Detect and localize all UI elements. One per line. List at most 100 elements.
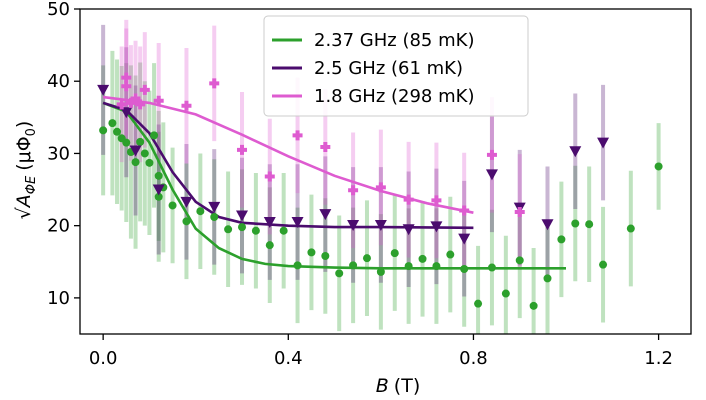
data-point <box>121 72 132 83</box>
data-point <box>122 138 131 147</box>
data-point <box>485 169 498 181</box>
data-point <box>514 206 525 217</box>
y-tick-label: 30 <box>47 143 70 164</box>
data-point <box>626 224 635 233</box>
legend-label-3: 1.8 GHz (298 mK) <box>314 86 474 107</box>
data-point <box>130 93 141 104</box>
data-point <box>154 192 163 201</box>
data-point <box>139 84 150 95</box>
data-point <box>135 99 146 110</box>
data-point <box>140 149 149 158</box>
data-point <box>209 78 220 89</box>
data-point <box>459 205 470 216</box>
data-point <box>458 233 471 245</box>
data-point <box>390 249 399 258</box>
data-point <box>125 97 136 108</box>
data-point <box>116 99 127 110</box>
fit-curve <box>102 101 474 230</box>
data-point <box>418 254 427 263</box>
data-point <box>543 274 552 283</box>
data-point <box>460 265 469 273</box>
data-point <box>541 219 554 231</box>
legend-label-2: 2.5 GHz (61 mK) <box>314 58 463 79</box>
data-point <box>320 141 331 152</box>
data-point <box>131 158 140 167</box>
x-axis-label: B (T) <box>376 375 420 397</box>
y-tick-label: 40 <box>47 71 70 92</box>
data-point <box>153 95 164 106</box>
data-point <box>375 182 386 193</box>
data-point <box>348 185 359 196</box>
data-point <box>97 84 110 96</box>
data-point <box>251 226 260 235</box>
plot-frame <box>79 8 692 335</box>
data-point <box>180 196 193 208</box>
y-axis-label: √AΦE(μΦ0) <box>13 121 39 220</box>
data-point <box>108 119 117 128</box>
x-tick-label: 0.0 <box>89 348 118 369</box>
data-point <box>145 158 154 167</box>
data-point <box>196 207 205 216</box>
data-point <box>168 201 177 210</box>
data-point <box>182 217 191 226</box>
data-point <box>515 256 524 265</box>
data-point <box>585 220 594 229</box>
data-point <box>129 145 142 157</box>
data-point <box>501 289 510 298</box>
x-axis-ticks: 0.0 0.4 0.8 1.2 <box>89 334 673 369</box>
data-point <box>154 171 163 180</box>
data-point <box>446 250 455 259</box>
data-point <box>362 254 371 263</box>
data-point <box>487 263 496 272</box>
legend-box <box>263 15 529 117</box>
data-point <box>237 144 248 155</box>
x-tick-label: 0.4 <box>274 348 303 369</box>
data-markers <box>97 72 663 310</box>
data-point <box>113 127 122 136</box>
x-tick-label: 1.2 <box>644 348 673 369</box>
data-point <box>99 126 108 135</box>
y-tick-label: 20 <box>47 216 70 237</box>
data-point <box>136 137 145 146</box>
data-point <box>263 217 276 229</box>
data-point <box>181 100 192 111</box>
data-point <box>432 262 441 271</box>
data-point <box>293 261 302 270</box>
data-point <box>486 149 497 160</box>
data-point <box>557 235 566 244</box>
data-point <box>374 219 387 231</box>
data-point <box>150 131 159 140</box>
data-point <box>403 194 414 205</box>
data-point <box>321 252 330 260</box>
data-point <box>210 213 219 221</box>
x-tick-label: 0.8 <box>459 348 488 369</box>
data-point <box>431 195 442 206</box>
data-point <box>430 221 443 233</box>
data-point <box>376 267 385 276</box>
data-point <box>152 184 165 196</box>
data-point <box>335 269 344 278</box>
data-point <box>597 137 610 149</box>
data-point <box>291 217 304 229</box>
data-point <box>319 209 332 221</box>
legend: 2.37 GHz (85 mK) 2.5 GHz (61 mK) 1.8 GHz… <box>263 15 529 117</box>
data-point <box>599 260 608 269</box>
data-point <box>571 219 580 228</box>
legend-label-1: 2.37 GHz (85 mK) <box>314 30 474 51</box>
data-point <box>236 210 249 222</box>
data-point <box>264 171 275 182</box>
data-point <box>279 226 288 235</box>
y-tick-label: 50 <box>47 0 70 20</box>
data-point <box>265 241 274 250</box>
y-tick-label: 10 <box>47 288 70 309</box>
data-point <box>307 248 316 257</box>
data-point <box>569 146 582 158</box>
data-point <box>347 219 360 231</box>
data-point <box>529 301 538 310</box>
data-point <box>224 225 233 234</box>
data-point <box>120 107 133 119</box>
data-point <box>349 261 358 270</box>
data-point <box>404 262 413 271</box>
data-point <box>474 299 483 308</box>
